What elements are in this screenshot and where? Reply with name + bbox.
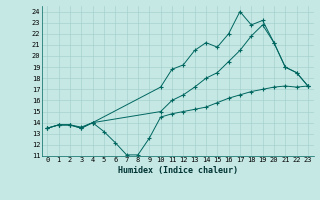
X-axis label: Humidex (Indice chaleur): Humidex (Indice chaleur) (118, 166, 237, 175)
